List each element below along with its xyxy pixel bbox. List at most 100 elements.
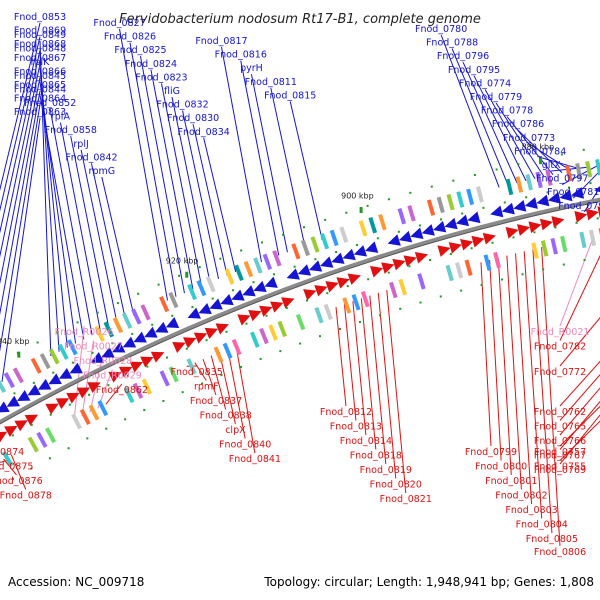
ring-dot <box>345 211 348 214</box>
cog-block-forward <box>565 165 573 182</box>
reverse-gene-arrow <box>347 273 361 285</box>
gene-label: rpmG <box>89 166 116 177</box>
forward-gene-arrow <box>133 331 147 343</box>
gene-label: Fnod_0812 <box>320 407 372 418</box>
reverse-gene-arrow <box>505 226 519 239</box>
ring-dot <box>379 314 382 317</box>
gene-leader-line <box>119 28 169 301</box>
gene-label: Fnod_0774 <box>459 78 511 89</box>
ring-dot <box>225 330 228 333</box>
forward-gene-arrow <box>513 199 527 212</box>
gene-label: Fnod_R0029 <box>83 371 142 382</box>
reverse-gene-arrow <box>150 351 165 363</box>
gene-leader-line <box>39 95 85 340</box>
forward-gene-arrow <box>571 187 585 199</box>
gene-leader-line <box>210 355 227 410</box>
gene-label: Fnod_0842 <box>65 152 117 163</box>
ring-dot <box>143 409 146 412</box>
cog-block-forward <box>378 213 387 231</box>
cog-block-reverse <box>277 320 287 338</box>
gene-label: pyrH <box>240 63 263 74</box>
backbone-arc <box>0 197 600 425</box>
gene-leader-line <box>440 34 500 188</box>
gene-leader-line <box>160 83 202 286</box>
cog-block-reverse <box>159 370 170 387</box>
reverse-gene-arrow <box>303 289 317 301</box>
gene-label: Fnod_0876 <box>0 476 43 487</box>
ring-dot <box>240 249 243 252</box>
reverse-gene-arrow <box>248 310 262 322</box>
forward-gene-arrow <box>455 214 470 227</box>
gene-leader-line <box>105 383 123 405</box>
forward-gene-arrow <box>101 346 115 358</box>
cog-block-reverse <box>342 297 352 314</box>
gene-leader-line <box>227 348 246 439</box>
gene-leader-line <box>129 42 177 297</box>
gene-leader-line <box>484 89 536 180</box>
reverse-gene-arrow <box>336 277 350 289</box>
ring-dot <box>533 231 536 234</box>
ring-dot <box>116 302 119 305</box>
ring-dot <box>461 212 464 215</box>
forward-gene-arrow <box>198 303 212 315</box>
cog-block-forward <box>272 250 282 267</box>
gene-label: Fnod_0852 <box>24 98 76 109</box>
cog-block-reverse <box>389 281 398 299</box>
gene-label: Fnod_0817 <box>195 36 247 47</box>
forward-gene-arrow <box>490 205 504 218</box>
ring-dot <box>460 289 463 292</box>
ring-dot <box>185 347 188 350</box>
cog-block-reverse <box>268 324 278 341</box>
cog-block-forward <box>57 343 69 360</box>
ring-dot <box>419 301 422 304</box>
ring-dot <box>583 258 586 261</box>
gene-label: Fnod_0766 <box>534 436 586 447</box>
reverse-gene-arrow <box>414 251 429 264</box>
ring-dot <box>13 392 16 395</box>
cog-block-forward <box>515 176 524 193</box>
forward-gene-arrow <box>48 373 62 385</box>
gene-label: Fnod_0788 <box>426 38 478 49</box>
reverse-gene-arrow <box>270 301 284 313</box>
ring-dot <box>314 258 317 261</box>
ring-dot <box>335 251 338 254</box>
forward-gene-arrow <box>547 191 561 204</box>
reverse-gene-arrow <box>204 327 219 339</box>
reverse-gene-arrow <box>259 305 273 317</box>
gene-label: Fnod_0755 <box>534 462 586 473</box>
reverse-gene-arrow <box>597 206 600 218</box>
gene-leader-line <box>220 46 262 263</box>
gene-label: Fnod_0806 <box>534 547 586 558</box>
gene-label: rplJ <box>73 139 88 150</box>
gene-label: Fnod_0800 <box>475 462 527 473</box>
ring-dot <box>501 278 504 281</box>
reverse-gene-arrow <box>55 398 70 410</box>
cog-block-forward <box>224 268 235 285</box>
gene-leader-line <box>551 166 590 172</box>
forward-gene-arrow <box>536 194 550 207</box>
gene-label: Fnod_0845 <box>14 71 66 82</box>
gene-label: Fnod_0875 <box>0 462 33 473</box>
cog-block-reverse <box>186 358 197 375</box>
reverse-gene-arrow <box>314 285 328 297</box>
gene-leader-line <box>3 458 17 476</box>
forward-gene-arrow <box>58 367 73 379</box>
ring-dot <box>205 339 208 342</box>
reverse-gene-arrow <box>471 235 485 248</box>
reverse-gene-arrow <box>237 314 251 326</box>
cog-block-reverse <box>71 413 83 430</box>
gene-label: Fnod_R0026 <box>55 327 114 338</box>
gene-label: Fnod_R0028 <box>73 356 132 367</box>
cog-block-forward <box>262 253 273 271</box>
gene-label: Fnod_0868 <box>14 39 66 50</box>
reverse-gene-arrow <box>437 245 451 257</box>
cog-block-reverse <box>123 387 135 404</box>
cog-block-forward <box>300 239 311 257</box>
forward-gene-arrow <box>187 307 201 319</box>
ring-dot <box>56 331 59 334</box>
forward-gene-arrow <box>320 256 334 268</box>
cog-block-forward <box>103 321 115 338</box>
gene-label: Fnod_0837 <box>190 396 242 407</box>
